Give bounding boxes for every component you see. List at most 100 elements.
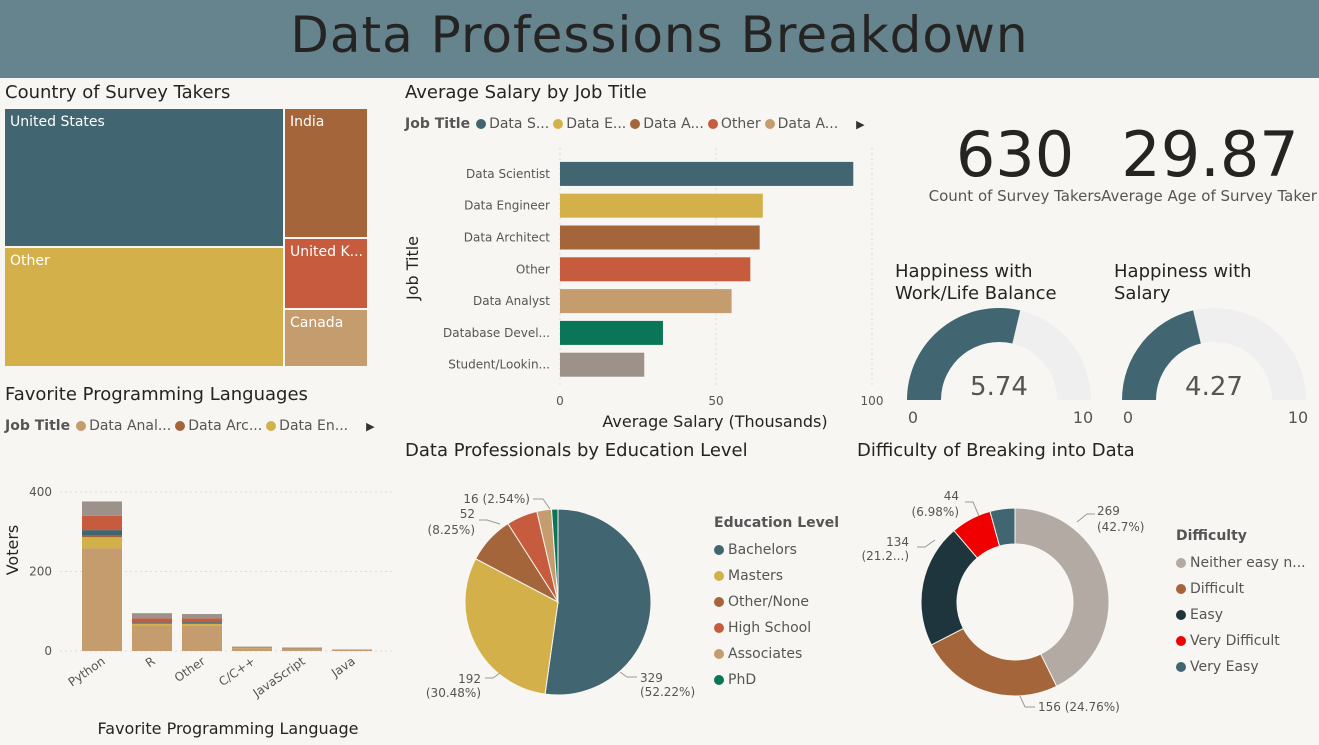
education-data-label: (8.25%) xyxy=(428,523,475,537)
salary-chart-title: Average Salary by Job Title xyxy=(405,82,647,103)
legend-dot-icon xyxy=(714,571,724,581)
difficulty-data-label: 134 xyxy=(886,535,909,549)
gauge-title-line: Happiness with xyxy=(1114,261,1252,282)
lang-y-tick-label: 0 xyxy=(44,644,52,658)
education-legend-item[interactable]: Other/None xyxy=(714,589,839,615)
gauge-min-label: 0 xyxy=(1123,408,1133,427)
salary-x-tick-label: 50 xyxy=(708,394,723,408)
difficulty-chart-title: Difficulty of Breaking into Data xyxy=(857,440,1135,461)
languages-legend: Job Title Data Anal... Data Arc... Data … xyxy=(5,418,375,434)
lang-x-axis-title: Favorite Programming Language xyxy=(98,719,359,738)
education-pie-slice xyxy=(544,508,652,696)
legend-dot-icon xyxy=(175,421,186,431)
salary-legend-item[interactable]: Other xyxy=(707,116,761,132)
legend-label: Other/None xyxy=(728,594,809,610)
legend-dot-icon xyxy=(553,119,564,129)
languages-stacked-bar-chart[interactable]: 0 200 400 Python R Other C/C++JavaScript Java Fa… xyxy=(0,470,400,740)
lang-x-tick-label: JavaScript xyxy=(250,654,308,701)
legend-dot-icon xyxy=(714,597,724,607)
education-legend-item[interactable]: Masters xyxy=(714,563,839,589)
salary-legend: Job Title Data S... Data E... Data A... … xyxy=(405,116,865,132)
salary-y-axis-title: Job Title xyxy=(403,236,422,301)
difficulty-legend-item[interactable]: Very Easy xyxy=(1176,654,1306,680)
education-legend-item[interactable]: Bachelors xyxy=(714,537,839,563)
salary-bar xyxy=(560,257,751,282)
legend-label: Masters xyxy=(728,568,784,584)
lang-bar-segment xyxy=(182,614,222,619)
legend-label: Data E... xyxy=(566,116,627,132)
education-data-label: 52 xyxy=(460,507,475,521)
gauge-max-label: 10 xyxy=(1288,408,1308,427)
salary-legend-item[interactable]: Data A... xyxy=(630,116,704,132)
legend-next-arrow-icon[interactable]: ▶ xyxy=(856,117,865,131)
legend-dot-icon xyxy=(1176,610,1186,620)
salary-legend-item[interactable]: Data E... xyxy=(553,116,626,132)
treemap-label: Canada xyxy=(290,315,344,331)
difficulty-legend-item[interactable]: Neither easy n... xyxy=(1176,550,1306,576)
salary-legend-title: Job Title xyxy=(405,116,471,132)
difficulty-legend-item[interactable]: Very Difficult xyxy=(1176,628,1306,654)
legend-dot-icon xyxy=(764,119,775,129)
legend-dot-icon xyxy=(714,623,724,633)
education-data-label: 16 (2.54%) xyxy=(463,492,530,506)
treemap-label: India xyxy=(290,114,325,130)
legend-label: Bachelors xyxy=(728,542,797,558)
legend-dot-icon xyxy=(714,545,724,555)
kpi-count-label: Count of Survey Takers xyxy=(928,187,1102,205)
kpi-count-value: 630 xyxy=(955,118,1075,191)
salary-legend-item[interactable]: Data A... xyxy=(764,116,838,132)
legend-label: Data A... xyxy=(643,116,704,132)
languages-legend-item[interactable]: Data En... xyxy=(266,418,348,434)
legend-dot-icon xyxy=(714,675,724,685)
education-legend-item[interactable]: PhD xyxy=(714,667,839,693)
salary-legend-item[interactable]: Data S... xyxy=(476,116,549,132)
education-legend-item[interactable]: Associates xyxy=(714,641,839,667)
treemap-cell-other[interactable]: Other xyxy=(4,247,284,367)
education-data-label: 329 xyxy=(640,671,663,685)
difficulty-data-label: 269 xyxy=(1097,504,1120,518)
lang-bar-segment xyxy=(82,515,122,531)
lang-x-tick-label: R xyxy=(143,654,158,670)
difficulty-donut-chart[interactable]: 269 (42.7%) 156 (24.76%) 134(21.2...) 44 (6.9… xyxy=(855,480,1165,720)
salary-category-label: Data Architect xyxy=(464,231,551,245)
salary-category-label: Data Analyst xyxy=(473,294,550,308)
legend-dot-icon xyxy=(630,119,641,129)
legend-label: Data S... xyxy=(489,116,550,132)
treemap-cell-canada[interactable]: Canada xyxy=(284,309,368,367)
gauge-fill xyxy=(1122,310,1201,400)
education-leader-line xyxy=(485,672,501,679)
lang-bar-segment xyxy=(232,648,272,651)
treemap-cell-india[interactable]: India xyxy=(284,108,368,238)
difficulty-data-label: 44 xyxy=(944,489,959,503)
gauge-max-label: 10 xyxy=(1073,408,1093,427)
languages-legend-item[interactable]: Data Arc... xyxy=(175,418,262,434)
legend-label: Other xyxy=(720,116,761,132)
salary-category-label: Data Scientist xyxy=(466,167,550,181)
salary-bar-chart[interactable]: 0 50 100 Data Scientist Data Engineer Data Ar… xyxy=(400,140,890,435)
difficulty-data-label: (6.98%) xyxy=(912,505,959,519)
lang-bar-segment xyxy=(182,621,222,623)
dashboard-title: Data Professions Breakdown xyxy=(290,6,1029,64)
languages-legend-title: Job Title xyxy=(5,418,71,434)
legend-next-arrow-icon[interactable]: ▶ xyxy=(366,419,375,433)
difficulty-legend-item[interactable]: Difficult xyxy=(1176,576,1306,602)
gauge-worklife[interactable]: 5.74 0 10 xyxy=(895,305,1105,430)
legend-dot-icon xyxy=(714,649,724,659)
education-legend-item[interactable]: High School xyxy=(714,615,839,641)
difficulty-legend-item[interactable]: Easy xyxy=(1176,602,1306,628)
treemap-cell-united-states[interactable]: United States xyxy=(4,108,284,247)
lang-y-axis-title: Voters xyxy=(3,525,22,576)
lang-bar-segment xyxy=(82,530,122,536)
gauge-salary[interactable]: 4.27 0 10 xyxy=(1110,305,1319,430)
legend-dot-icon xyxy=(76,421,87,431)
lang-bar-segment xyxy=(82,548,122,651)
lang-bar-segment xyxy=(282,649,322,651)
languages-chart-title: Favorite Programming Languages xyxy=(5,384,308,405)
salary-bar xyxy=(560,225,760,250)
languages-legend-item[interactable]: Data Anal... xyxy=(76,418,171,434)
treemap-cell-united-kingdom[interactable]: United K... xyxy=(284,238,368,309)
lang-bar-segment xyxy=(132,618,172,623)
education-pie-chart[interactable]: 329(52.22%) 192(30.48%) 52 (8.25%) 16 (2.54%… xyxy=(405,480,705,710)
education-leader-line xyxy=(479,519,501,525)
legend-label: Easy xyxy=(1190,607,1224,623)
